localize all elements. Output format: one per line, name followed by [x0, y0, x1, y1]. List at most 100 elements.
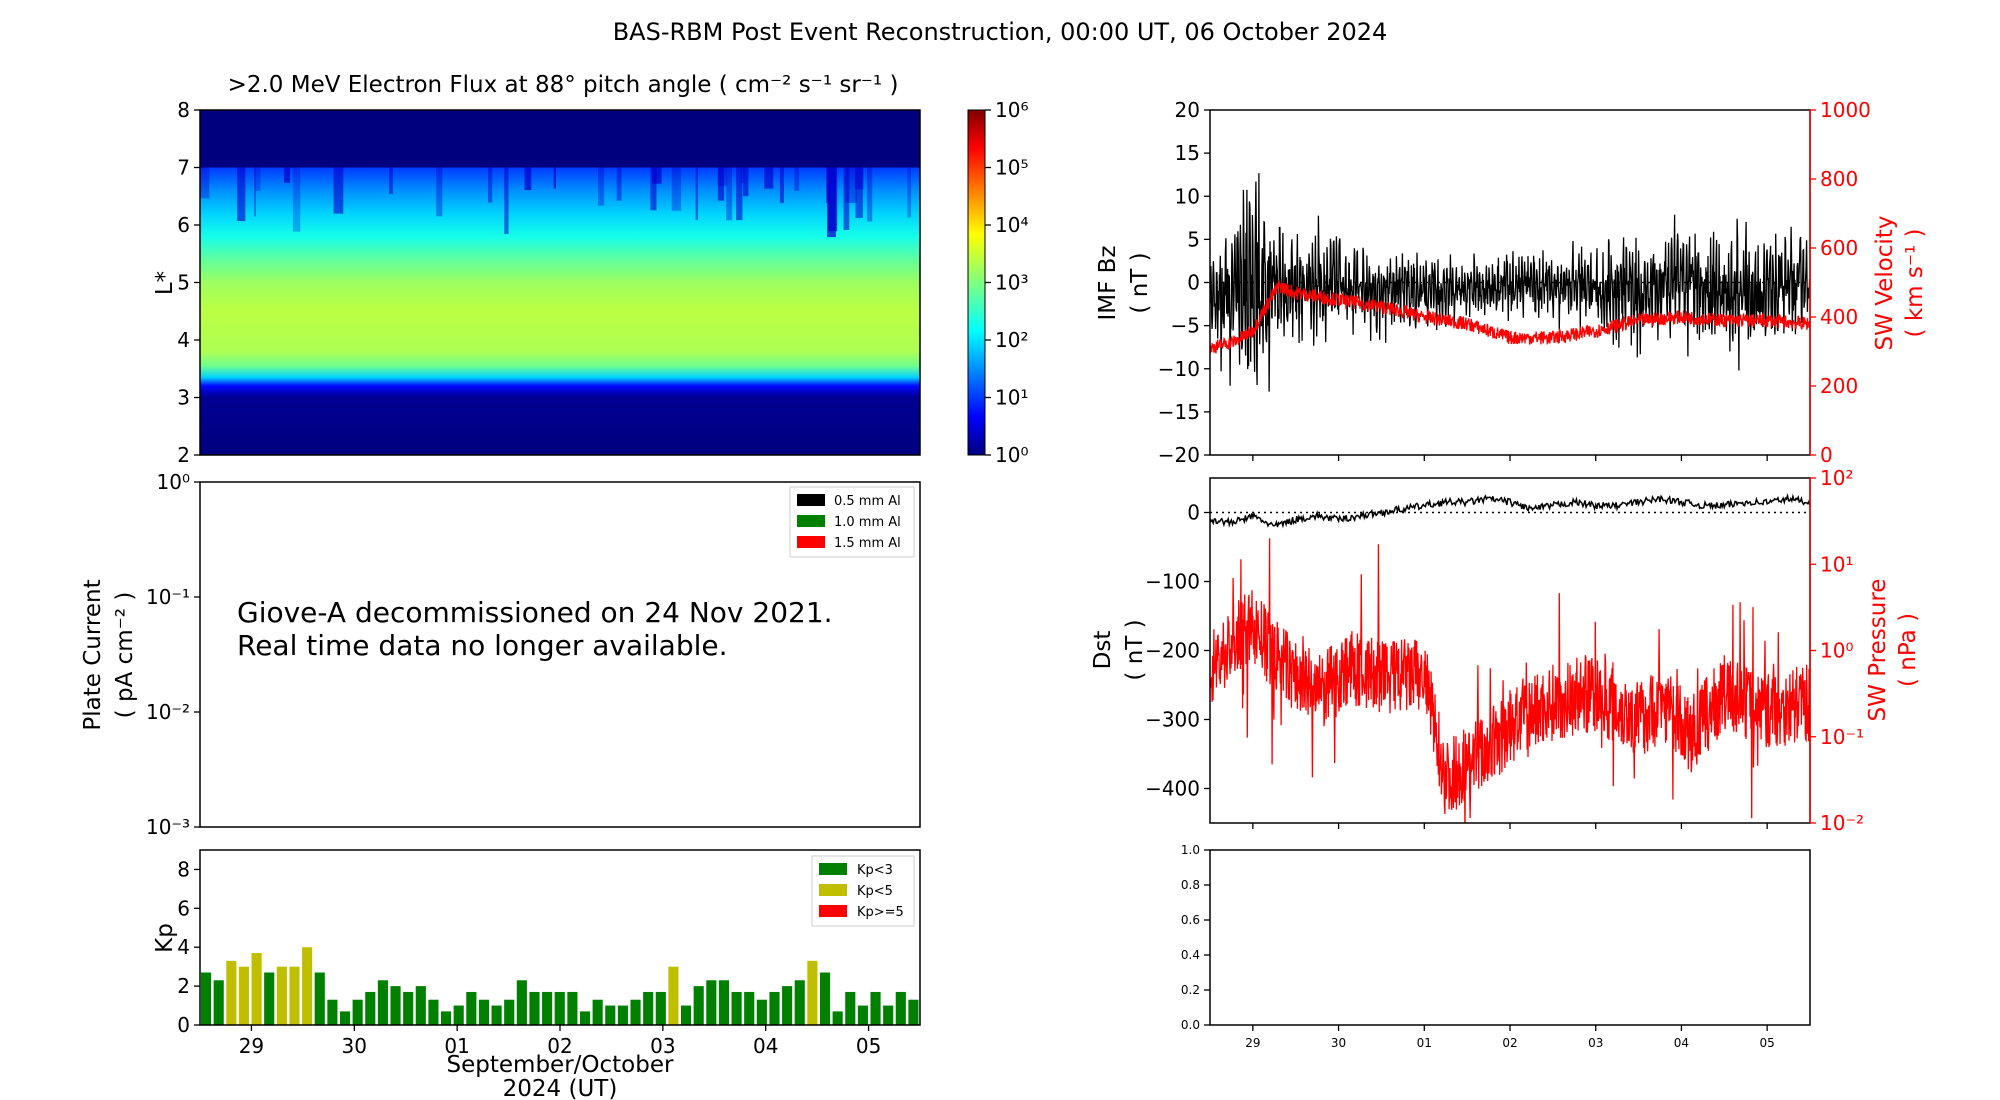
- flux-streak: [717, 167, 727, 186]
- velocity-ytick-label: 1000: [1820, 98, 1871, 122]
- blank-xtick-label: 04: [1674, 1036, 1689, 1050]
- flux-title: >2.0 MeV Electron Flux at 88° pitch angl…: [228, 72, 899, 98]
- plate-legend-label-2: 1.0 mm Al: [834, 515, 901, 530]
- bz-x-ticks: [1252, 455, 1768, 461]
- flux-ytick-label: 5: [177, 271, 190, 295]
- bz-ytick-label: −10: [1158, 357, 1200, 381]
- kp-bar: [238, 966, 250, 1025]
- flux-ytick-label: 2: [177, 443, 190, 467]
- velocity-ytick-label: 400: [1820, 305, 1858, 329]
- velocity-ytick-label: 600: [1820, 236, 1858, 260]
- plate-message-line-2: Real time data no longer available.: [237, 629, 728, 662]
- kp-bar: [441, 1011, 452, 1025]
- kp-bar: [276, 966, 287, 1025]
- bz-ytick-label: −5: [1171, 314, 1200, 338]
- colorbar-tick-label: 10¹: [995, 386, 1028, 410]
- bz-ylabel: IMF Bz: [1095, 245, 1121, 320]
- flux-streak: [389, 167, 393, 194]
- kp-bar: [731, 991, 742, 1025]
- blank-ytick-label: 1.0: [1181, 843, 1200, 857]
- flux-streak: [436, 167, 443, 217]
- kp-bar: [504, 999, 515, 1025]
- kp-bar: [264, 972, 275, 1025]
- flux-streak: [553, 167, 556, 189]
- dst-ytick-label: −100: [1145, 570, 1200, 594]
- velocity-ytick-label: 200: [1820, 374, 1858, 398]
- plate-ylabel-units: ( pA cm⁻² ): [112, 592, 138, 719]
- kp-bar: [226, 960, 237, 1025]
- flux-streak: [855, 167, 863, 218]
- flux-streaks: [200, 167, 912, 238]
- kp-bar: [668, 966, 679, 1025]
- velocity-ylabel: SW Velocity: [1872, 216, 1898, 351]
- kp-xtick-label: 29: [239, 1034, 264, 1058]
- kp-xtick-label: 30: [342, 1034, 367, 1058]
- kp-bar: [453, 1005, 464, 1025]
- plate-ytick-label: 10⁻²: [146, 700, 190, 724]
- dst-series: [1210, 492, 1810, 529]
- blank-ytick-label: 0.6: [1181, 913, 1200, 927]
- kp-bar: [201, 972, 212, 1025]
- kp-bar: [718, 980, 730, 1025]
- flux-ytick-label: 7: [177, 156, 190, 180]
- dst-ytick-label: −400: [1145, 777, 1200, 801]
- blank-xtick-label: 02: [1502, 1036, 1517, 1050]
- blank-ytick-label: 0.2: [1181, 983, 1200, 997]
- kp-bar: [466, 991, 477, 1025]
- kp-bar: [693, 986, 704, 1025]
- flux-streak: [237, 167, 246, 222]
- x-axis-label-line-1: September/October: [447, 1052, 674, 1078]
- kp-bar: [554, 991, 565, 1025]
- flux-streak: [650, 167, 657, 211]
- kp-legend-swatch-1: [819, 863, 847, 875]
- kp-bar: [845, 991, 856, 1025]
- flux-streak: [333, 167, 344, 214]
- kp-bar: [415, 986, 426, 1025]
- velocity-y-axis: 0 200 400 600 800 1000: [1810, 98, 1871, 467]
- dst-ylabel: Dst: [1090, 631, 1116, 670]
- flux-streak: [598, 167, 605, 206]
- flux-ytick-label: 6: [177, 213, 190, 237]
- flux-y-axis: 2 3 4 5 6 7 8: [177, 98, 200, 467]
- kp-bar: [883, 1005, 894, 1025]
- kp-x-axis: 29 30 01 02 03 04 05: [239, 1025, 881, 1058]
- flux-streak: [717, 167, 725, 201]
- flux-streak: [200, 167, 210, 199]
- kp-bar: [807, 960, 818, 1025]
- bz-ytick-label: 10: [1175, 184, 1200, 208]
- kp-legend-swatch-2: [819, 884, 847, 896]
- blank-xtick-label: 30: [1331, 1036, 1346, 1050]
- kp-ytick-label: 8: [177, 857, 190, 881]
- plate-ytick-label: 10⁻¹: [146, 585, 190, 609]
- flux-streak: [487, 167, 493, 203]
- pressure-ytick-label: 10¹: [1820, 552, 1853, 576]
- blank-ytick-label: 0.4: [1181, 948, 1200, 962]
- blank-xtick-label: 01: [1417, 1036, 1432, 1050]
- colorbar-tick-label: 10⁴: [995, 213, 1028, 237]
- plate-panel: 10⁻³ 10⁻² 10⁻¹ 10⁰ Giove-A decommissioned o…: [80, 470, 921, 839]
- kp-bar: [908, 999, 919, 1025]
- flux-streak: [867, 167, 873, 222]
- blank-xtick-label: 05: [1760, 1036, 1775, 1050]
- kp-bar: [605, 1005, 616, 1025]
- kp-bar: [579, 1011, 591, 1025]
- colorbar-tick-label: 10²: [995, 328, 1028, 352]
- pressure-ylabel-units: ( nPa ): [1895, 613, 1921, 687]
- kp-legend-label-3: Kp>=5: [857, 905, 904, 920]
- kp-bar: [542, 991, 553, 1025]
- kp-ylabel: Kp: [152, 923, 178, 953]
- blank-xtick-label: 29: [1245, 1036, 1260, 1050]
- kp-legend-swatch-3: [819, 905, 847, 917]
- bz-series: [1210, 173, 1810, 392]
- kp-bar: [529, 991, 540, 1025]
- kp-bar: [895, 991, 906, 1025]
- plate-message-line-1: Giove-A decommissioned on 24 Nov 2021.: [237, 596, 833, 629]
- plate-legend-swatch-2: [797, 515, 825, 527]
- kp-bar: [681, 1005, 692, 1025]
- bz-ytick-label: 0: [1187, 271, 1200, 295]
- flux-streak: [740, 167, 745, 184]
- pressure-ytick-label: 10⁻²: [1820, 811, 1864, 835]
- bz-ytick-label: −20: [1158, 443, 1200, 467]
- dst-x-ticks: [1252, 823, 1768, 829]
- kp-bar: [819, 972, 831, 1025]
